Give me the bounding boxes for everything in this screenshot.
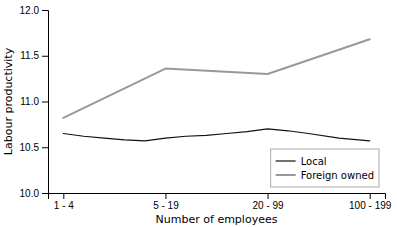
tick-label: 11.0 — [20, 96, 39, 107]
y-tick: 10.0 — [20, 188, 48, 199]
plot: 1 - 45 - 1920 - 99100 - 19910.010.511.01… — [20, 5, 392, 211]
x-tick: 100 - 199 — [349, 193, 392, 211]
legend-label: Foreign owned — [301, 170, 374, 181]
tick-label: 1 - 4 — [54, 200, 74, 211]
tick-label: 12.0 — [20, 5, 40, 16]
tick-mark — [268, 193, 269, 199]
tick-label: 10.0 — [20, 188, 40, 199]
x-axis-title: Number of employees — [156, 213, 278, 226]
legend: Local Foreign owned — [271, 149, 379, 187]
tick-mark — [42, 147, 48, 148]
axis-domain — [49, 194, 386, 200]
tick-mark — [42, 193, 48, 194]
tick-mark — [42, 102, 48, 103]
tick-label: 20 - 99 — [252, 200, 284, 211]
y-tick: 10.5 — [20, 142, 48, 153]
y-tick: 11.5 — [20, 50, 48, 61]
tick-label: 10.5 — [20, 142, 40, 153]
series-line — [63, 39, 369, 118]
tick-label: 5 - 19 — [153, 200, 179, 211]
legend-swatch — [276, 160, 296, 161]
tick-mark — [42, 10, 48, 11]
lines — [63, 39, 369, 141]
tick-mark — [42, 56, 48, 57]
tick-mark — [165, 193, 166, 199]
y-axis: 10.0 10.5 11.0 11.5 12.0 — [20, 5, 49, 199]
legend-label: Local — [301, 156, 327, 167]
axis-domain — [42, 11, 49, 194]
legend-swatch — [276, 174, 296, 176]
tick-mark — [63, 193, 64, 199]
y-axis-title: Labour productivity — [2, 47, 15, 155]
x-axis: 1 - 4 5 - 19 20 - 99 100 - 199 — [49, 193, 392, 211]
tick-mark — [370, 193, 371, 199]
chart: 1 - 45 - 1920 - 99100 - 19910.010.511.01… — [0, 0, 397, 227]
y-tick: 12.0 — [20, 5, 48, 16]
x-tick: 20 - 99 — [252, 193, 284, 211]
y-tick: 11.0 — [20, 96, 48, 107]
x-tick: 5 - 19 — [153, 193, 179, 211]
tick-label: 100 - 199 — [349, 200, 392, 211]
x-tick: 1 - 4 — [54, 193, 74, 211]
legend-frame — [271, 149, 379, 187]
series-line — [63, 129, 369, 141]
tick-label: 11.5 — [20, 50, 39, 61]
